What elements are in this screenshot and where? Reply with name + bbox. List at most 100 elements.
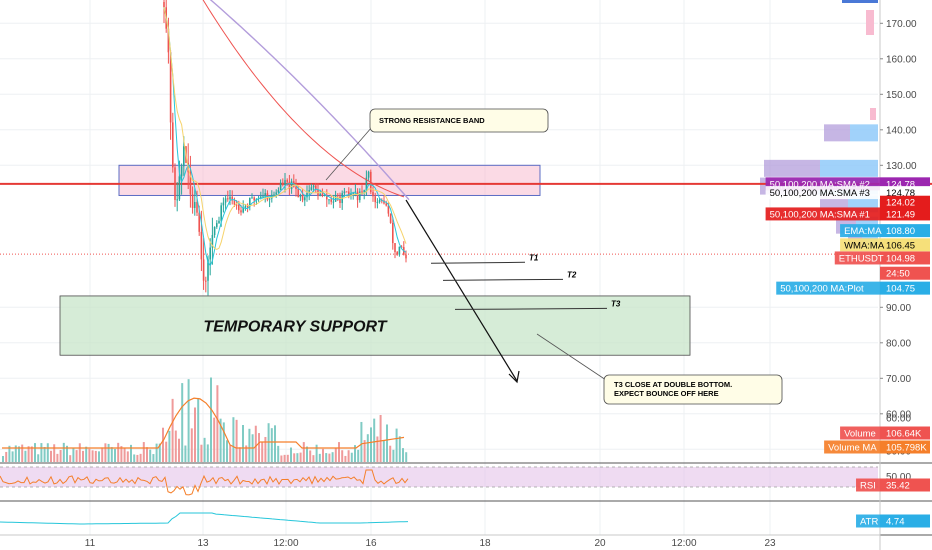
candle-body-35	[240, 210, 242, 213]
candle-body-102	[387, 205, 390, 214]
volume-bar-120	[386, 424, 388, 462]
volume-ma-badge-value-bg	[880, 440, 930, 454]
volume-bar-3	[11, 451, 14, 462]
candle-body-56	[286, 180, 288, 182]
volume-bar-18	[59, 450, 62, 462]
candle-body-63	[301, 195, 304, 201]
volume-bar-34	[110, 447, 113, 462]
candle-body-93	[367, 171, 370, 178]
rsi-badge-value-bg	[880, 478, 930, 492]
volume-bar-74	[238, 447, 241, 462]
price-badge-4-value: 108.80	[886, 226, 915, 237]
volume-bar-21	[69, 455, 72, 462]
candle-body-73	[323, 194, 326, 197]
candle-body-79	[337, 195, 339, 197]
volume-bar-72	[232, 417, 235, 462]
candle-body-34	[238, 204, 240, 211]
candle-body-23	[213, 226, 216, 235]
candle-body-64	[304, 197, 306, 201]
candle-body-57	[288, 181, 291, 189]
candle-body-46	[264, 193, 266, 197]
volume-tick-0: 60.00	[886, 414, 911, 425]
volume-bar-30	[98, 451, 100, 462]
candle-body-60	[295, 186, 297, 189]
volume-bar-24	[78, 443, 81, 462]
price-badge-6-label-bg	[834, 251, 880, 265]
candle-body-90	[361, 191, 363, 193]
volume-bar-28	[91, 450, 94, 462]
candle-body-83	[345, 191, 348, 193]
drawings: STRONG RESISTANCE BAND T1 T2 T3 T3 CLOSE AT …	[325, 108, 783, 405]
sma-red-line	[202, 0, 405, 198]
candle-body-91	[363, 190, 365, 193]
volume-bar-90	[290, 447, 292, 462]
rsi-tick: 50.00	[886, 472, 911, 483]
volume-bar-100	[322, 448, 324, 462]
volume-bar-101	[325, 453, 328, 462]
support-callout-text-1: T3 CLOSE AT DOUBLE BOTTOM.	[614, 380, 732, 389]
volume-bar-38	[123, 447, 126, 462]
volume-bar-102	[328, 453, 331, 462]
volume-bar-51	[165, 441, 168, 462]
time-tick-6: 12:00	[671, 538, 696, 549]
volume-bar-14	[46, 443, 49, 462]
atr-line	[0, 512, 409, 525]
price-badge-3-value-bg	[880, 207, 930, 221]
volume-bar-59	[190, 428, 193, 462]
volume-bar-58	[187, 379, 190, 462]
volume-bar-119	[382, 440, 385, 462]
candle-body-21	[209, 247, 211, 260]
volume-bar-6	[21, 444, 24, 462]
vp-down-0	[824, 124, 850, 142]
volume-bar-73	[235, 419, 238, 462]
candle-body-98	[378, 200, 381, 202]
price-tick-6: 80.00	[886, 338, 911, 349]
wma-line	[163, 7, 407, 250]
price-badge-0-value: 124.78	[886, 179, 915, 190]
price-badge-1-label: 50,100,200 MA:SMA #3	[770, 188, 870, 199]
volume-bar-37	[120, 446, 123, 462]
rsi-line	[0, 469, 409, 496]
candle-body-8	[180, 166, 183, 177]
resistance-callout-text: STRONG RESISTANCE BAND	[379, 116, 485, 125]
volume-bar-29	[94, 450, 97, 462]
volume-bar-35	[114, 448, 116, 462]
volume-bar-57	[184, 445, 187, 462]
volume-bar-62	[200, 444, 203, 462]
volume-bar-10	[34, 443, 36, 462]
volume-bar-23	[75, 450, 78, 462]
candle-body-76	[330, 199, 332, 202]
price-badge-0-label: 50,100,200 MA:SMA #2	[770, 179, 870, 190]
volume-bar-47	[152, 454, 155, 462]
candle-body-45	[262, 196, 264, 198]
candle-body-62	[299, 195, 302, 198]
volume-bar-103	[331, 452, 334, 462]
price-badge-8-label: 50,100,200 MA:Plot	[780, 284, 864, 295]
volume-bar-65	[210, 377, 212, 462]
vp-top-1	[866, 10, 874, 35]
candle-body-75	[328, 199, 330, 201]
volume-bar-43	[139, 453, 142, 462]
vp-down-1	[764, 159, 820, 177]
volume-bar-16	[53, 444, 56, 462]
volume-badge-label: Volume	[844, 429, 876, 440]
candle-body-85	[350, 193, 352, 196]
volume-bar-89	[286, 454, 289, 462]
volume-bar-122	[392, 449, 395, 462]
ema-line	[163, 7, 407, 267]
price-badge-4-value-bg	[880, 224, 930, 238]
candle-body-78	[334, 195, 337, 202]
candle-body-110	[405, 254, 407, 259]
volume-bar-17	[56, 453, 59, 462]
price-tick-0: 170.00	[886, 19, 917, 30]
vp-top-2	[870, 108, 876, 120]
volume-bar-20	[66, 445, 68, 462]
candle-body-92	[365, 177, 368, 191]
price-badge-8-label-bg	[776, 281, 880, 295]
candle-body-4	[172, 122, 174, 168]
volume-bar-13	[43, 446, 46, 462]
price-badge-5-label: WMA:MA	[844, 240, 885, 251]
candle-body-38	[246, 206, 249, 208]
price-badge-6-label: ETHUSDT	[839, 253, 884, 264]
